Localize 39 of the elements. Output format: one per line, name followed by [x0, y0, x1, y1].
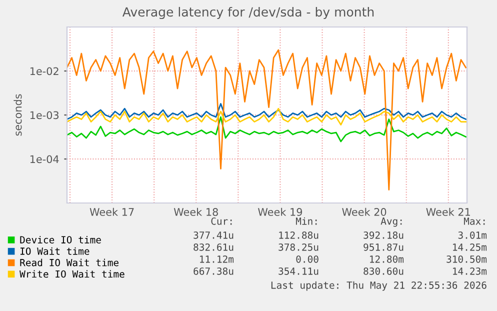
text: 378.25u — [278, 243, 318, 251]
x-tick-label: Week 17 — [90, 208, 134, 216]
line-series — [67, 49, 466, 190]
text: Last update: Thu May 21 22:55:36 2026 — [271, 281, 486, 291]
text: Max: — [464, 218, 485, 225]
x-tick-label: Week 18 — [174, 208, 218, 216]
text: 830.60u — [364, 267, 404, 275]
text: 377.41u — [194, 231, 234, 239]
x-tick-label: Week 20 — [342, 208, 386, 216]
text: 11.12m — [200, 255, 234, 263]
legend-label: Write IO Wait time — [20, 270, 124, 278]
legend-label: Read IO Wait time — [20, 258, 118, 266]
chart-title: Average latency for /dev/sda - by month — [122, 6, 374, 20]
text: 14.25m — [453, 243, 487, 251]
text: Min: — [296, 217, 317, 225]
legend-label: Device IO time — [20, 236, 101, 244]
text: 112.88u — [279, 231, 318, 239]
legend-label: IO Wait time — [20, 247, 90, 255]
y-tick-label: 1e-04 — [30, 155, 59, 164]
text: Cur: — [211, 217, 232, 225]
x-tick-label: Week 19 — [258, 208, 302, 216]
x-tick-label: Week 21 — [426, 208, 470, 216]
line-series — [67, 103, 466, 120]
text: 0.00 — [296, 255, 318, 263]
text: 310.50m — [446, 255, 487, 263]
text: 12.80m — [370, 255, 404, 263]
text: 14.23m — [453, 267, 487, 275]
text: 832.61u — [194, 243, 234, 251]
y-tick-label: 1e-03 — [30, 111, 59, 120]
line-series — [67, 108, 466, 126]
text: 3.01m — [458, 231, 487, 239]
line-series — [67, 116, 466, 142]
y-tick-label: 1e-02 — [30, 67, 58, 76]
text: 354.11u — [278, 267, 318, 275]
text: 667.38u — [194, 267, 234, 275]
text: Avg: — [380, 218, 402, 227]
y-axis-title: seconds — [14, 94, 22, 136]
text: 951.87u — [364, 243, 404, 251]
text: 392.18u — [364, 231, 404, 239]
